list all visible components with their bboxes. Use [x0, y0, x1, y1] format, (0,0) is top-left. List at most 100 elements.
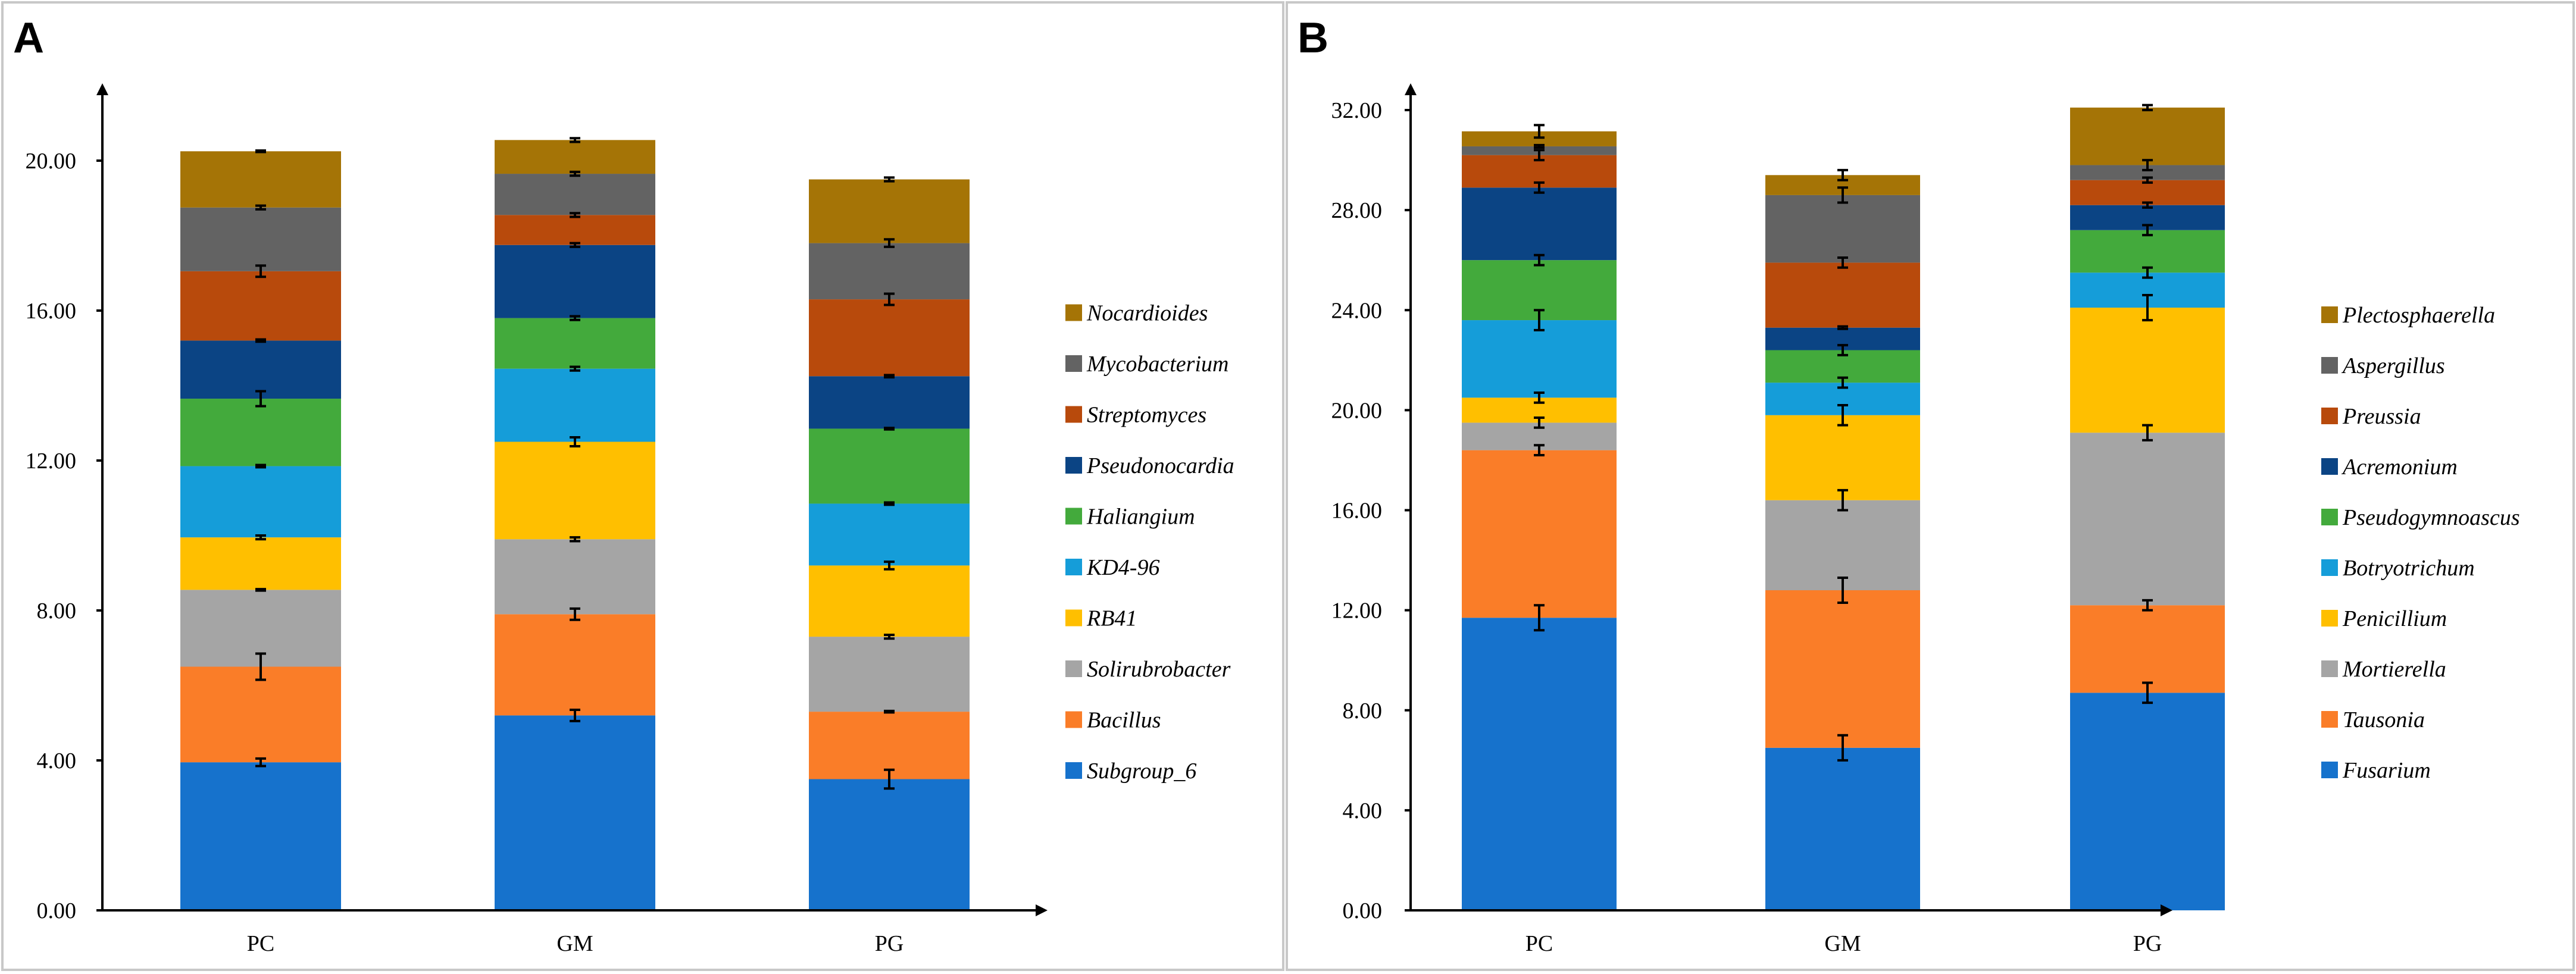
y-tick-label: 4.00 — [37, 748, 77, 773]
x-tick-label: PG — [2133, 931, 2162, 956]
legend-item: Botryotrichum — [2321, 556, 2475, 581]
bar-segment — [809, 779, 970, 910]
legend-label: Preussia — [2342, 404, 2421, 429]
bar-segment — [1462, 320, 1617, 398]
y-tick-label: 0.00 — [1343, 898, 1383, 923]
y-axis-arrow — [1405, 83, 1417, 95]
legend-item: Bacillus — [1065, 708, 1161, 733]
error-bar — [255, 264, 266, 278]
bar-segment — [809, 503, 970, 566]
error-bar — [1534, 309, 1545, 331]
error-bar — [1534, 604, 1545, 632]
error-bar — [1837, 186, 1848, 204]
error-bar — [1534, 444, 1545, 457]
error-bar — [884, 374, 895, 379]
legend-swatch — [1065, 406, 1082, 423]
legend-swatch — [1065, 559, 1082, 575]
legend-item: Acremonium — [2321, 455, 2458, 480]
legend-swatch — [2321, 408, 2338, 424]
y-tick-label: 4.00 — [1343, 798, 1383, 823]
legend-label: Mycobacterium — [1086, 352, 1228, 377]
bar-segment — [495, 174, 655, 215]
bar-segment — [1765, 500, 1920, 590]
legend-label: Mortierella — [2342, 657, 2446, 682]
error-bar — [2142, 224, 2153, 237]
legend-label: Penicillium — [2342, 606, 2447, 631]
y-tick-label: 8.00 — [37, 599, 77, 624]
y-tick-label: 16.00 — [1331, 499, 1383, 524]
x-axis-arrow — [2161, 904, 2172, 916]
bar-segment — [809, 565, 970, 637]
legend-label: Pseudogymnoascus — [2342, 505, 2520, 530]
error-bar — [255, 149, 266, 154]
error-bar — [884, 560, 895, 571]
y-tick-label: 8.00 — [1343, 699, 1383, 724]
error-bar — [570, 436, 580, 448]
legend-label: RB41 — [1086, 606, 1137, 631]
bar-segment — [2070, 180, 2225, 205]
legend-label: Botryotrichum — [2343, 556, 2475, 581]
bar-segment — [495, 245, 655, 318]
legend-swatch — [1065, 609, 1082, 627]
legend-item: Plectosphaerella — [2321, 303, 2495, 328]
bar-segment — [809, 428, 970, 504]
error-bar — [255, 463, 266, 469]
panel-letter: B — [1298, 14, 1328, 62]
legend-swatch — [1065, 660, 1082, 677]
error-bar — [255, 338, 266, 343]
bar-segment — [809, 637, 970, 712]
error-bar — [2142, 201, 2153, 209]
x-tick-label: GM — [1824, 931, 1861, 956]
bar-segment — [495, 140, 655, 174]
error-bar — [2142, 176, 2153, 184]
bar-segment — [809, 299, 970, 377]
bar-segment — [1765, 262, 1920, 328]
error-bar — [570, 708, 580, 722]
legend-label: Bacillus — [1087, 708, 1161, 733]
bar-segment — [1462, 450, 1617, 618]
legend-item: Mycobacterium — [1065, 352, 1228, 377]
error-bar — [570, 212, 580, 218]
bar-segment — [2070, 107, 2225, 165]
bar-segment — [180, 537, 341, 590]
x-tick-label: PG — [875, 931, 904, 956]
bar-segment — [180, 340, 341, 399]
error-bar — [1534, 416, 1545, 429]
bar-segment — [495, 539, 655, 615]
bar-segment — [180, 466, 341, 538]
bar-segment — [2070, 433, 2225, 606]
error-bar — [884, 292, 895, 306]
error-bar — [570, 170, 580, 177]
error-bar — [1837, 344, 1848, 356]
legend-swatch — [2321, 357, 2338, 374]
bar-segment — [809, 376, 970, 429]
bar-segment — [180, 151, 341, 208]
legend-label: Aspergillus — [2341, 353, 2445, 378]
error-bar — [570, 607, 580, 621]
legend-swatch — [2321, 610, 2338, 627]
bar-segment — [809, 179, 970, 243]
y-tick-label: 20.00 — [1331, 398, 1383, 423]
legend-label: Streptomyces — [1087, 403, 1206, 428]
error-bar — [2142, 424, 2153, 441]
y-axis-arrow — [96, 83, 108, 95]
bar-segment — [2070, 308, 2225, 433]
bar-segment — [495, 614, 655, 716]
x-tick-label: PC — [247, 931, 274, 956]
bar-segment — [1765, 195, 1920, 263]
x-axis-arrow — [1036, 904, 1048, 916]
error-bar — [1534, 391, 1545, 404]
legend-label: Haliangium — [1086, 505, 1195, 530]
legend-item: Penicillium — [2321, 606, 2447, 631]
error-bar — [2142, 266, 2153, 279]
error-bar — [1837, 256, 1848, 269]
error-bar — [1837, 325, 1848, 330]
legend-swatch — [1065, 762, 1082, 779]
error-bar — [255, 652, 266, 681]
bar-segment — [2070, 605, 2225, 693]
legend-item: RB41 — [1065, 606, 1137, 631]
error-bar — [2142, 159, 2153, 171]
bar-segment — [1765, 747, 1920, 910]
bar-segment — [495, 441, 655, 540]
panel-a-chart: A PC GM PG 0.00 4.00 8.00 12.00 16.00 20.00 Subgro… — [13, 14, 1234, 956]
